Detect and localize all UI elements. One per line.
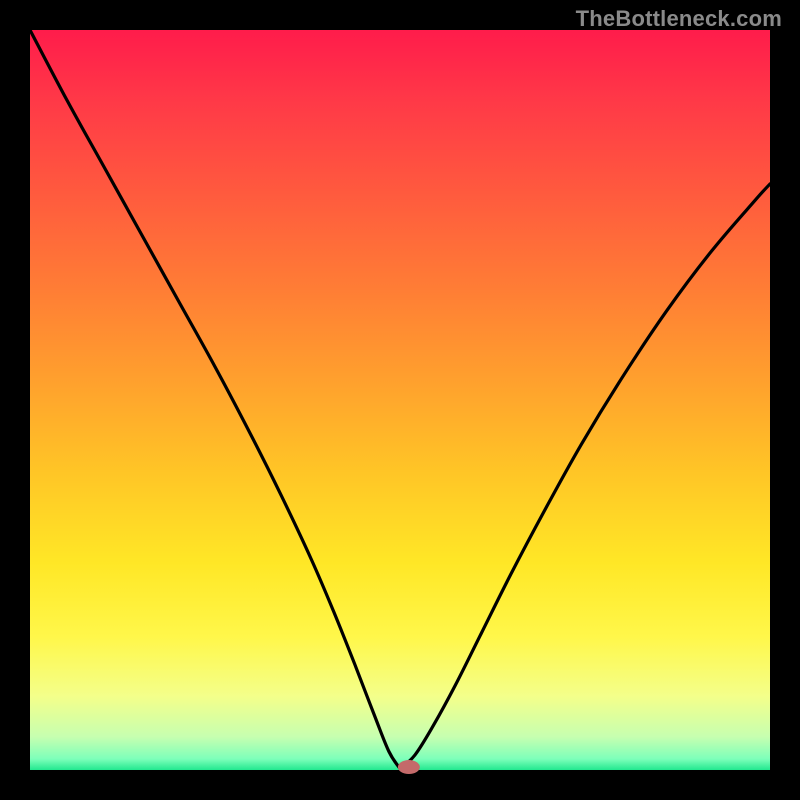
figure-root: TheBottleneck.com (0, 0, 800, 800)
notch-marker (398, 760, 420, 774)
plot-wrap (0, 0, 800, 800)
bottleneck-chart-svg (0, 0, 800, 800)
gradient-background (30, 30, 770, 770)
watermark-label: TheBottleneck.com (576, 6, 782, 32)
